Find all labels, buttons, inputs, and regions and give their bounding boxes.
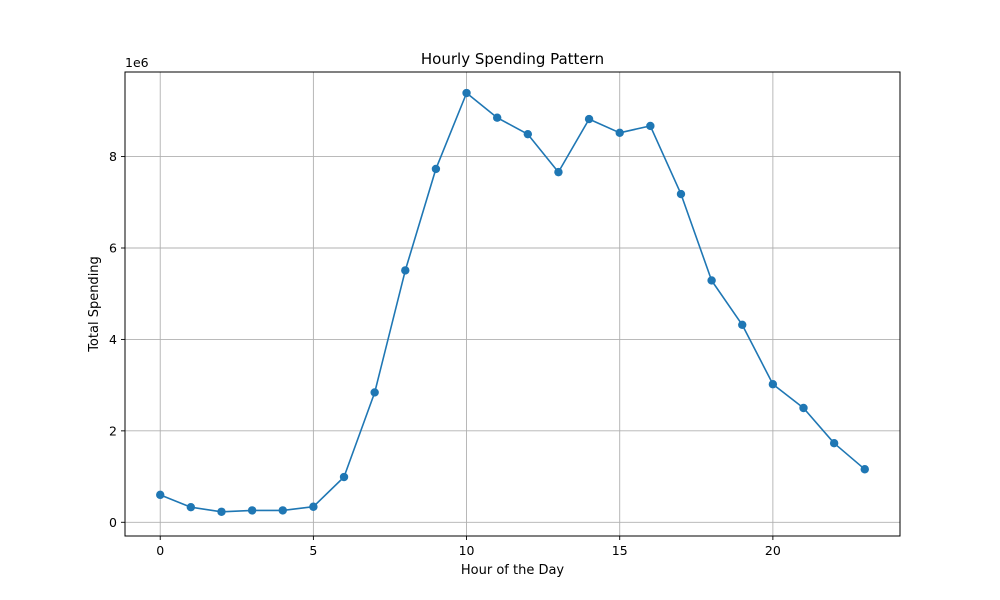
- y-tick-label: 2: [109, 423, 117, 438]
- data-point-hour-11: [492, 113, 502, 122]
- x-tick-label: 10: [459, 543, 475, 558]
- x-tick-label: 15: [612, 543, 628, 558]
- data-point-hour-1: [186, 503, 196, 512]
- data-point-hour-17: [676, 189, 686, 199]
- y-tick-label: 6: [109, 241, 117, 256]
- data-point-hour-4: [278, 506, 287, 515]
- data-point-hour-7: [370, 388, 379, 397]
- data-point-hour-14: [584, 114, 594, 124]
- y-axis-ticks: 0 2 4 6 8: [109, 149, 125, 530]
- plot-frame: [124, 71, 901, 537]
- data-points: [156, 88, 869, 516]
- chart-title: Hourly Spending Pattern: [421, 50, 604, 68]
- y-axis-label: Total Spending: [87, 256, 102, 353]
- data-point-hour-19: [738, 320, 747, 329]
- grid: [125, 72, 900, 536]
- x-tick-label: 0: [156, 543, 164, 558]
- data-point-hour-22: [829, 439, 839, 448]
- data-point-hour-9: [431, 164, 441, 174]
- data-point-hour-13: [554, 167, 563, 177]
- data-point-hour-3: [247, 506, 257, 515]
- x-tick-label: 5: [309, 543, 317, 558]
- data-point-hour-5: [309, 502, 318, 511]
- data-point-hour-15: [615, 128, 624, 137]
- data-point-hour-2: [217, 507, 226, 516]
- data-point-hour-8: [401, 266, 410, 275]
- data-point-hour-12: [523, 129, 533, 139]
- data-point-hour-10: [462, 88, 471, 98]
- series-line-layer: [159, 92, 866, 513]
- y-tick-label: 4: [109, 332, 117, 347]
- data-point-hour-21: [799, 403, 808, 413]
- data-point-hour-6: [339, 472, 349, 482]
- data-point-hour-0: [156, 490, 165, 500]
- series-line: [159, 92, 866, 513]
- data-point-hour-18: [707, 276, 716, 285]
- y-offset-label: 1e6: [125, 55, 149, 70]
- x-axis-ticks: 0 5 10 15 20: [156, 536, 781, 558]
- data-point-hour-20: [768, 380, 778, 389]
- y-tick-label: 0: [109, 515, 117, 530]
- x-tick-label: 20: [765, 543, 781, 558]
- data-point-hour-16: [646, 121, 655, 131]
- data-point-hour-23: [860, 465, 869, 474]
- x-axis-label: Hour of the Day: [461, 563, 565, 578]
- y-tick-label: 8: [109, 149, 117, 164]
